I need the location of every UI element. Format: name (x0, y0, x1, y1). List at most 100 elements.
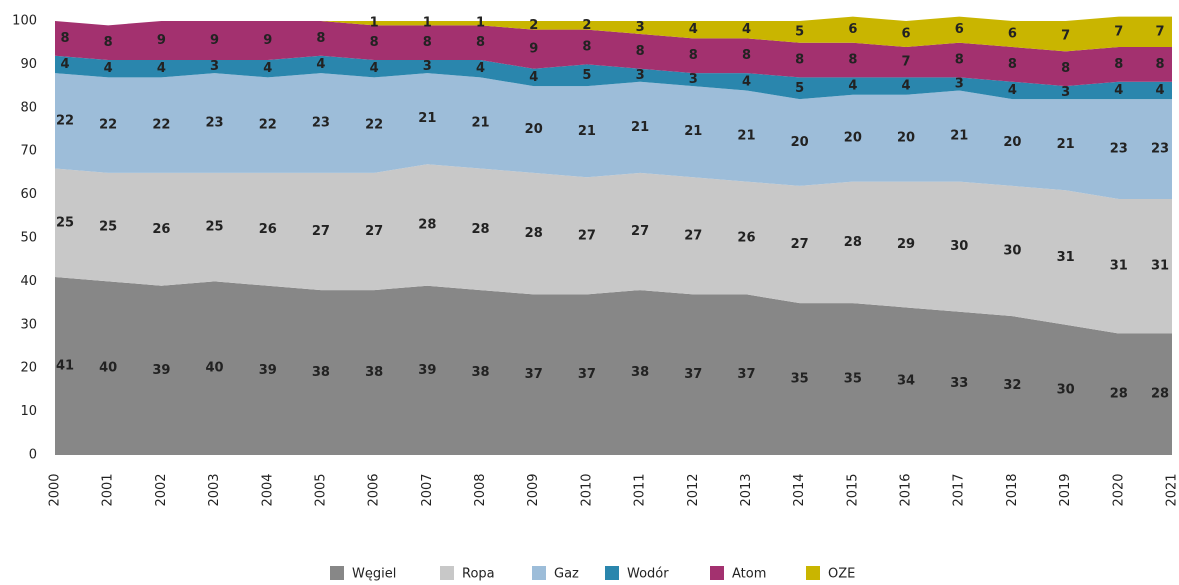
value-label: 8 (104, 35, 113, 50)
value-label: 4 (476, 61, 485, 76)
value-label: 3 (210, 59, 219, 74)
x-tick-label: 2013 (739, 473, 754, 506)
value-label: 21 (631, 120, 649, 135)
value-label: 31 (1057, 250, 1075, 265)
value-label: 2 (529, 18, 538, 33)
value-label: 21 (418, 111, 436, 126)
value-label: 3 (955, 76, 964, 91)
value-label: 39 (418, 363, 436, 378)
x-tick-label: 2014 (792, 473, 807, 506)
value-label: 21 (578, 124, 596, 139)
value-label: 25 (56, 215, 74, 230)
value-label: 21 (1057, 137, 1075, 152)
value-label: 38 (365, 365, 383, 380)
legend-label: Ropa (462, 567, 495, 582)
value-label: 26 (152, 222, 170, 237)
value-label: 7 (1114, 24, 1123, 39)
value-label: 4 (529, 70, 538, 85)
x-tick-label: 2000 (48, 473, 63, 506)
value-label: 2 (582, 18, 591, 33)
value-label: 8 (689, 48, 698, 63)
value-label: 20 (897, 131, 915, 146)
x-tick-label: 2003 (207, 473, 222, 506)
value-label: 20 (525, 122, 543, 137)
legend-swatch (532, 566, 546, 580)
value-label: 37 (525, 367, 543, 382)
value-label: 9 (529, 42, 538, 57)
value-label: 30 (1003, 244, 1021, 259)
value-label: 4 (316, 57, 325, 72)
value-label: 38 (312, 365, 330, 380)
value-label: 29 (897, 237, 915, 252)
x-tick-label: 2005 (313, 473, 328, 506)
x-tick-label: 2015 (845, 473, 860, 506)
value-label: 4 (848, 79, 857, 94)
value-label: 4 (1114, 83, 1123, 98)
value-label: 21 (684, 124, 702, 139)
value-label: 3 (636, 20, 645, 35)
value-label: 9 (157, 33, 166, 48)
value-label: 4 (60, 57, 69, 72)
value-label: 38 (471, 365, 489, 380)
value-label: 8 (1155, 57, 1164, 72)
value-label: 3 (423, 59, 432, 74)
value-label: 28 (525, 226, 543, 241)
value-label: 28 (418, 217, 436, 232)
value-label: 3 (636, 68, 645, 83)
y-tick-label: 60 (20, 187, 37, 202)
value-label: 27 (791, 237, 809, 252)
legend-label: Gaz (554, 567, 579, 582)
value-label: 4 (742, 74, 751, 89)
x-tick-label: 2020 (1111, 473, 1126, 506)
value-label: 20 (844, 131, 862, 146)
value-label: 35 (791, 372, 809, 387)
value-label: 37 (737, 367, 755, 382)
value-label: 35 (844, 372, 862, 387)
legend-swatch (330, 566, 344, 580)
value-label: 34 (897, 374, 915, 389)
y-tick-label: 100 (12, 14, 37, 29)
y-tick-label: 50 (20, 231, 37, 246)
value-label: 1 (370, 16, 379, 31)
legend-label: Węgiel (352, 567, 396, 582)
x-tick-label: 2016 (899, 473, 914, 506)
y-tick-label: 10 (20, 404, 37, 419)
value-label: 28 (1151, 387, 1169, 402)
value-label: 7 (902, 55, 911, 70)
value-label: 25 (99, 220, 117, 235)
value-label: 4 (157, 61, 166, 76)
value-label: 27 (312, 224, 330, 239)
value-label: 20 (1003, 135, 1021, 150)
value-label: 25 (206, 220, 224, 235)
value-label: 6 (902, 27, 911, 42)
value-label: 8 (1061, 61, 1070, 76)
value-label: 8 (60, 31, 69, 46)
value-label: 23 (1151, 142, 1169, 157)
value-label: 23 (1110, 142, 1128, 157)
legend-swatch (605, 566, 619, 580)
x-tick-label: 2019 (1058, 473, 1073, 506)
value-label: 26 (737, 231, 755, 246)
value-label: 27 (684, 228, 702, 243)
value-label: 9 (263, 33, 272, 48)
x-tick-label: 2004 (260, 473, 275, 506)
y-tick-label: 0 (29, 448, 37, 463)
value-label: 22 (259, 118, 277, 133)
x-tick-label: 2001 (101, 473, 116, 506)
value-label: 4 (689, 22, 698, 37)
x-tick-label: 2017 (952, 473, 967, 506)
value-label: 39 (152, 363, 170, 378)
value-label: 8 (423, 35, 432, 50)
value-label: 1 (423, 16, 432, 31)
value-label: 30 (1057, 382, 1075, 397)
value-label: 5 (795, 81, 804, 96)
value-label: 6 (848, 22, 857, 37)
value-label: 22 (152, 118, 170, 133)
x-tick-label: 2008 (473, 473, 488, 506)
value-label: 8 (476, 35, 485, 50)
value-label: 22 (365, 118, 383, 133)
value-label: 26 (259, 222, 277, 237)
value-label: 8 (370, 35, 379, 50)
value-label: 4 (263, 61, 272, 76)
